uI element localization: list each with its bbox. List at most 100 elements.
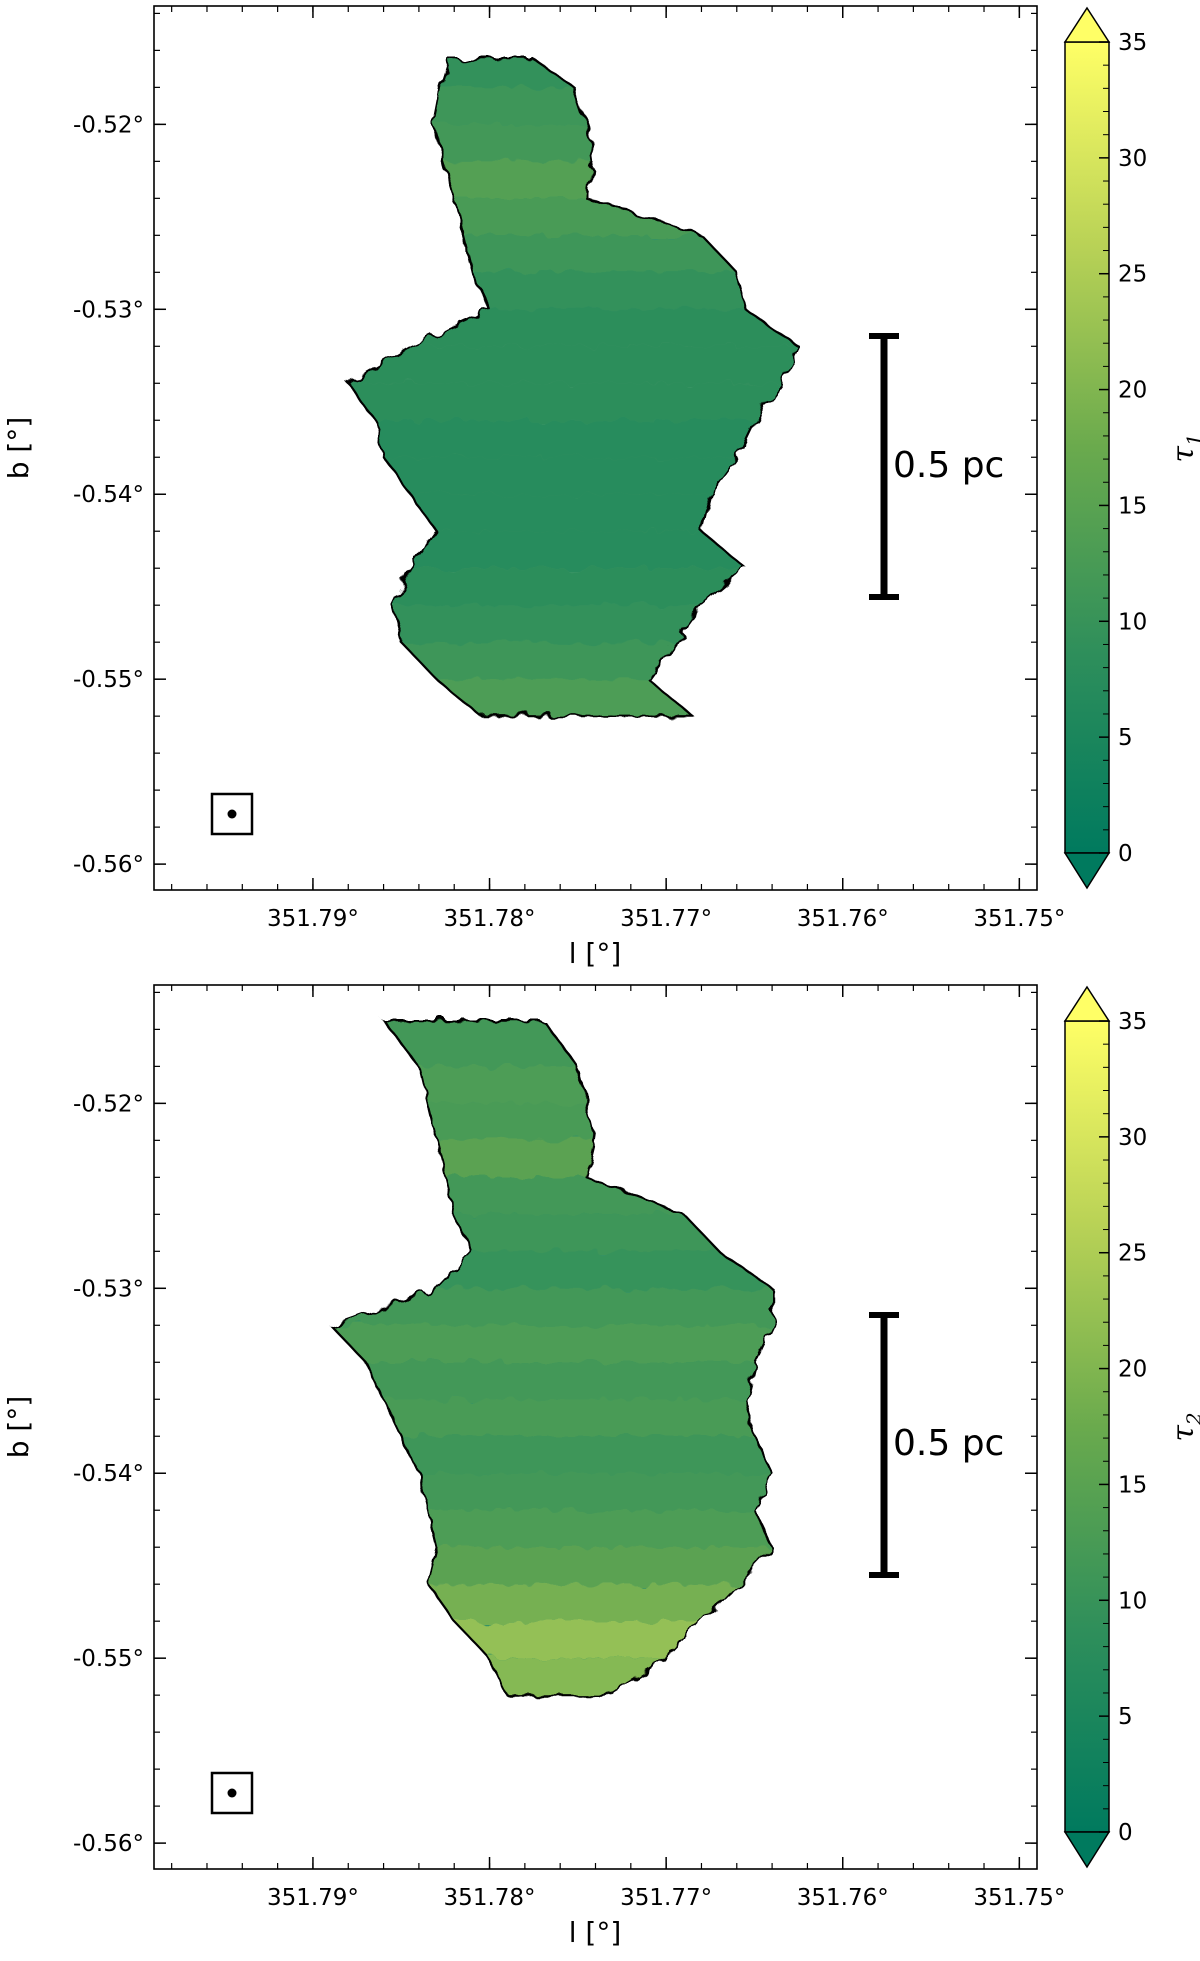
colorbar-label: τ2	[1166, 1412, 1200, 1441]
x-tick-label: 351.77°	[620, 906, 712, 932]
map-row	[436, 679, 693, 717]
y-tick-label: -0.55°	[73, 1646, 144, 1672]
map-row	[383, 1399, 755, 1437]
beam-icon	[210, 792, 254, 836]
colorbar-tick-label: 5	[1118, 725, 1133, 751]
colorbar-body	[1064, 1020, 1110, 1833]
scale-bar-label: 0.5 pc	[893, 445, 1004, 486]
colorbar: 0 5 10 15 20 25 30 35 τ2	[1063, 985, 1200, 1869]
ticks-x: 351.79° 351.78° 351.77° 351.76° 351.75°	[171, 6, 1065, 932]
y-tick-label: -0.54°	[73, 1461, 144, 1487]
map-row	[440, 59, 575, 88]
x-tick-label: 351.78°	[444, 906, 536, 932]
y-tick-label: -0.56°	[73, 1831, 144, 1857]
map-row	[471, 272, 746, 310]
colorbar-tick-label: 15	[1118, 1472, 1147, 1498]
colorbar-extend-bottom	[1063, 1831, 1111, 1869]
map-row	[427, 1584, 737, 1622]
ticks-x: 351.79° 351.78° 351.77° 351.76° 351.75°	[171, 985, 1065, 1911]
map-row	[392, 568, 746, 606]
ticks-y: -0.52° -0.53° -0.54° -0.55° -0.56°	[73, 991, 1037, 1857]
colorbar-tick-label: 35	[1118, 1009, 1147, 1035]
y-tick-label: -0.55°	[73, 667, 144, 693]
colorbar-tick-label: 25	[1118, 1241, 1147, 1267]
y-tick-label: -0.52°	[73, 112, 144, 138]
ticks-y: -0.52° -0.53° -0.54° -0.55° -0.56°	[73, 12, 1037, 878]
panel-2: 351.79° 351.78° 351.77° 351.76° 351.75° -0.5…	[2, 984, 1200, 1949]
y-tick-label: -0.53°	[73, 1276, 144, 1302]
map-row	[330, 1325, 773, 1363]
map-row	[454, 1214, 720, 1252]
x-tick-label: 351.75°	[973, 1885, 1065, 1911]
x-tick-label: 351.76°	[797, 906, 889, 932]
map-row	[454, 1621, 702, 1659]
map-row	[427, 1103, 596, 1141]
colorbar-extend-bottom	[1063, 852, 1111, 890]
colorbar-tick-label: 25	[1118, 262, 1147, 288]
y-tick-label: -0.52°	[73, 1091, 144, 1117]
map-row	[410, 531, 746, 569]
colorbar-body	[1064, 41, 1110, 854]
map-row	[348, 383, 781, 421]
map-row	[436, 1251, 773, 1289]
map-row	[401, 1436, 773, 1474]
panel-1: 351.79° 351.78° 351.77° 351.76° 351.75° -0.5…	[2, 5, 1200, 970]
x-axis-label: l [°]	[569, 1916, 622, 1949]
map-row	[348, 346, 799, 384]
y-axis-label: b [°]	[2, 1396, 35, 1459]
colorbar-tick-label: 20	[1118, 378, 1147, 404]
x-tick-label: 351.78°	[444, 1885, 536, 1911]
scale-bar: 0.5 pc	[869, 333, 1004, 600]
map-row	[383, 457, 737, 495]
colorbar-tick-label: 10	[1118, 1588, 1147, 1614]
emission-map	[328, 1018, 774, 1697]
map-row	[427, 1547, 773, 1585]
map-row	[427, 1510, 773, 1548]
map-row	[410, 494, 711, 532]
map-row	[454, 198, 702, 236]
x-tick-label: 351.77°	[620, 1885, 712, 1911]
colorbar-label: τ1	[1166, 433, 1200, 462]
colorbar-tick-label: 10	[1118, 609, 1147, 635]
map-row	[463, 235, 737, 273]
x-axis-label: l [°]	[569, 937, 622, 970]
map-row	[410, 309, 799, 347]
x-tick-label: 351.76°	[797, 1885, 889, 1911]
y-axis-label: b [°]	[2, 417, 35, 480]
map-row	[433, 87, 587, 125]
map-row	[445, 1177, 684, 1215]
colorbar-tick-label: 15	[1118, 493, 1147, 519]
map-row	[418, 1473, 773, 1511]
colorbar-tick-label: 0	[1118, 1820, 1133, 1846]
map-row	[418, 1066, 587, 1104]
colorbar-tick-label: 30	[1118, 1125, 1147, 1151]
map-row	[374, 420, 755, 458]
emission-map	[346, 58, 800, 718]
beam-icon	[210, 1771, 254, 1815]
map-row	[433, 124, 592, 162]
map-row	[489, 1658, 667, 1696]
y-tick-label: -0.54°	[73, 482, 144, 508]
colorbar-tick-label: 35	[1118, 30, 1147, 56]
x-tick-label: 351.79°	[267, 1885, 359, 1911]
map-row	[443, 161, 592, 199]
colorbar: 0 5 10 15 20 25 30 35 τ1	[1063, 6, 1200, 890]
y-tick-label: -0.53°	[73, 297, 144, 323]
map-row	[330, 1288, 773, 1326]
colorbar-tick-label: 20	[1118, 1357, 1147, 1383]
x-tick-label: 351.79°	[267, 906, 359, 932]
colorbar-tick-label: 30	[1118, 146, 1147, 172]
map-row	[392, 605, 702, 643]
colorbar-extend-top	[1063, 6, 1111, 43]
map-row	[401, 642, 675, 680]
colorbar-tick-label: 0	[1118, 841, 1133, 867]
scale-bar: 0.5 pc	[869, 1312, 1004, 1578]
map-row	[365, 1362, 755, 1400]
map-row	[436, 1140, 596, 1178]
colorbar-extend-top	[1063, 985, 1111, 1022]
contour-line	[328, 1018, 774, 1697]
y-tick-label: -0.56°	[73, 852, 144, 878]
map-row	[383, 1020, 578, 1067]
scale-bar-label: 0.5 pc	[893, 1423, 1004, 1464]
